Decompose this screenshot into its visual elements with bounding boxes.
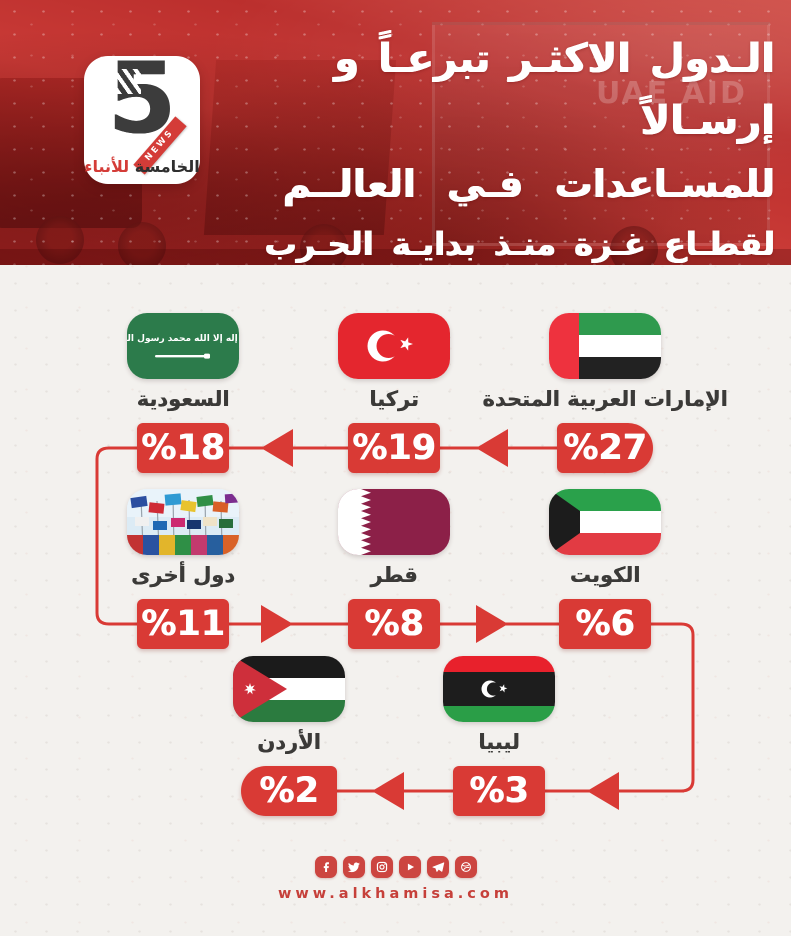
jordan-flag-icon: [233, 656, 345, 722]
country-uae: الإمارات العربية المتحدة %27: [482, 313, 728, 473]
arrow-left-icon: [261, 429, 293, 467]
twitter-icon[interactable]: [342, 856, 365, 878]
logo-wordmark: الخامسة للأنباء: [84, 157, 200, 176]
country-name: دول أخرى: [130, 563, 235, 587]
percentage-badge: %2: [241, 766, 337, 816]
country-others: دول أخرى %11: [71, 489, 295, 649]
percentage-badge: %27: [557, 423, 653, 473]
country-saudi-arabia: لا إله إلا الله محمد رسول الله السعودية …: [71, 313, 295, 473]
uae-flag-icon: [549, 313, 661, 379]
logo-wordmark-secondary: للأنباء: [84, 157, 130, 176]
percentage-badge: %18: [137, 423, 229, 473]
truck-wheel-shape: [36, 216, 84, 264]
truck-wheel-shape: [118, 222, 166, 265]
social-icons-row: [0, 856, 791, 878]
country-name: الأردن: [257, 730, 321, 754]
country-qatar: قطر %8: [282, 489, 506, 649]
youtube-icon[interactable]: [398, 856, 421, 878]
header-bottom-shade: [0, 249, 791, 265]
country-turkey: تركيا %19: [282, 313, 506, 473]
arrow-left-icon: [476, 429, 508, 467]
country-kuwait: الكويت %6: [493, 489, 717, 649]
percentage-badge: %6: [559, 599, 651, 649]
percentage-badge: %3: [453, 766, 545, 816]
arrow-right-icon: [261, 605, 293, 643]
dribbble-icon[interactable]: [454, 856, 477, 878]
title-line-1: الـدول الاكثـر تبرعـاً و إرسـالاً: [334, 36, 775, 144]
country-name: الإمارات العربية المتحدة: [482, 387, 728, 411]
country-name: الكويت: [569, 563, 641, 587]
qatar-flag-icon: [338, 489, 450, 555]
country-name: قطر: [370, 563, 418, 587]
saudi-arabia-flag-icon: لا إله إلا الله محمد رسول الله: [127, 313, 239, 379]
percentage-badge: %11: [137, 599, 229, 649]
telegram-icon[interactable]: [426, 856, 449, 878]
country-libya: ليبيا %3: [387, 656, 611, 816]
instagram-icon[interactable]: [370, 856, 393, 878]
page-title: الـدول الاكثـر تبرعـاً و إرسـالاً للمسـا…: [195, 28, 775, 265]
many-flags-photo-icon: [127, 489, 239, 555]
arrow-right-icon: [476, 605, 508, 643]
logo-hatch-stripes: [111, 69, 141, 94]
country-name: ليبيا: [478, 730, 520, 754]
turkey-flag-icon: [338, 313, 450, 379]
libya-flag-icon: [443, 656, 555, 722]
country-name: تركيا: [369, 387, 419, 411]
truck-wheel-shape: [300, 224, 348, 265]
percentage-badge: %19: [348, 423, 440, 473]
header-banner: UAE AID 5 NEWS الخامسة للأنباء الـدول ال…: [0, 0, 791, 265]
website-url: www.alkhamisa.com: [278, 886, 513, 902]
title-line-2: للمسـاعدات فـي العالــم: [282, 162, 775, 206]
footer: www.alkhamisa.com: [0, 856, 791, 902]
uae-aid-watermark: UAE AID: [596, 76, 747, 111]
brand-logo: 5 NEWS الخامسة للأنباء: [84, 44, 200, 184]
truck-wheel-shape: [610, 226, 658, 265]
flow-curve-left: [95, 446, 140, 626]
svg-text:لا إله إلا الله محمد رسول الله: لا إله إلا الله محمد رسول الله: [127, 334, 239, 344]
logo-wordmark-primary: الخامسة: [134, 157, 200, 176]
truck-container-shape: [432, 22, 770, 246]
flow-curve-right: [643, 622, 695, 793]
percentage-badge: %8: [348, 599, 440, 649]
facebook-icon[interactable]: [314, 856, 337, 878]
country-jordan: الأردن %2: [177, 656, 401, 816]
kuwait-flag-icon: [549, 489, 661, 555]
arrow-left-icon: [587, 772, 619, 810]
arrow-left-icon: [372, 772, 404, 810]
country-name: السعودية: [136, 387, 230, 411]
title-line-3: لقطـاع غـزة منـذ بدايـة الحـرب: [264, 225, 775, 263]
